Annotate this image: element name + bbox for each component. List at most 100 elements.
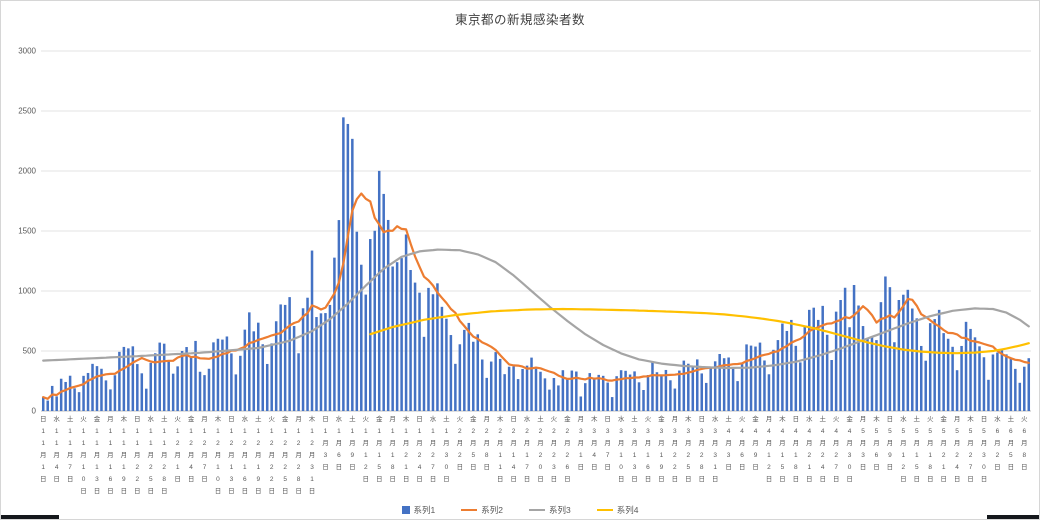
chart-title: 東京都の新規感染者数	[454, 13, 585, 27]
legend-label-series4: 系列4	[616, 505, 639, 515]
x-axis-tick-label: 木 1 2 月 1 0 日	[214, 416, 222, 495]
x-axis-tick-label: 土 1 月 9 日	[349, 416, 356, 471]
x-axis-tick-label: 土 4 月 3 日	[725, 416, 732, 471]
y-axis-tick-label: 1500	[18, 227, 36, 236]
x-axis-tick-label: 火 1 2 月 1 日	[174, 416, 181, 483]
legend-label-series3: 系列3	[549, 505, 571, 515]
bars-series1	[41, 117, 1031, 412]
x-axis-tick-label: 木 2 月 1 1 日	[496, 416, 504, 483]
series2-marker-icon	[461, 508, 478, 512]
x-axis-tick-label: 水 6 月 2 日	[994, 416, 1001, 471]
window-bottom-edge-right	[987, 515, 1039, 519]
x-axis-tick-label: 月 4 月 1 2 日	[765, 416, 773, 483]
x-axis-tick-label: 月 3 月 1 日	[577, 416, 585, 471]
x-axis-tick-label: 金 2 月 2 6 日	[564, 416, 571, 483]
x-axis-tick-label: 水 3 月 1 0 日	[617, 416, 625, 483]
x-axis-tick-label: 木 5 月 2 7 日	[967, 416, 974, 483]
x-axis-tick-label: 水 2 月 1 7 日	[523, 416, 531, 483]
y-axis-tick-label: 0	[32, 407, 37, 416]
line-series3	[42, 248, 1030, 370]
x-axis-tick-label: 水 1 2 月 1 6 日	[241, 416, 249, 495]
x-axis-tick-label: 日 3 月 2 8 日	[698, 416, 705, 483]
x-axis-labels: 日 1 1 月 1 日水 1 1 月 4 日土 1 1 月 7 日火 1 1 月…	[39, 414, 1031, 506]
x-axis-tick-label: 金 2 月 5 日	[470, 416, 477, 471]
x-axis-tick-label: 日 1 1 月 2 2 日	[134, 416, 141, 495]
x-axis-tick-label: 土 2 月 2 0 日	[537, 416, 544, 483]
x-axis-tick-label: 日 5 月 3 0 日	[980, 416, 988, 483]
x-axis-tick-label: 月 1 2 月 2 8 日	[295, 416, 302, 495]
line-series2	[42, 192, 1030, 400]
x-axis-tick-label: 火 4 月 2 7 日	[832, 416, 840, 483]
line-series4	[369, 307, 1030, 355]
x-axis-tick-label: 金 4 月 3 0 日	[846, 416, 853, 483]
x-axis-tick-label: 木 4 月 1 5 日	[779, 416, 786, 483]
y-axis-labels: 0 500 1000 1500 2000 2500 3000	[18, 47, 36, 416]
x-axis-tick-label: 金 3 月 1 9 日	[658, 416, 665, 483]
x-axis-tick-label: 金 1 2 月 2 5 日	[281, 416, 289, 495]
window-bottom-edge-left	[1, 515, 59, 519]
x-axis-tick-label: 土 5 月 1 5 日	[913, 416, 921, 483]
x-axis-tick-label: 木 1 1 月 1 9 日	[120, 416, 128, 495]
x-axis-tick-label: 火 5 月 1 8 日	[926, 416, 934, 483]
y-axis-tick-label: 3000	[18, 47, 36, 56]
legend-item-series4[interactable]: 系列4	[596, 504, 639, 516]
y-axis-tick-label: 500	[23, 347, 37, 356]
x-axis-tick-label: 月 1 1 月 1 6 日	[107, 416, 114, 495]
x-axis-tick-label: 日 1 2 月 1 3 日	[228, 416, 235, 495]
x-axis-tick-label: 金 5 月 2 1 日	[940, 416, 947, 483]
legend-label-series2: 系列2	[481, 505, 503, 515]
x-axis-tick-label: 日 1 月 3 日	[322, 416, 329, 471]
series4-marker-icon	[596, 508, 613, 512]
x-axis-tick-label: 水 1 月 2 7 日	[429, 416, 437, 483]
y-axis-tick-label: 2500	[18, 107, 36, 116]
x-axis-tick-label: 火 2 月 2 3 日	[550, 416, 558, 483]
x-axis-tick-label: 火 2 月 2 日	[456, 416, 464, 471]
x-axis-tick-label: 月 1 2 月 7 日	[201, 416, 208, 483]
y-axis-tick-label: 2000	[18, 167, 36, 176]
x-axis-tick-label: 月 2 月 8 日	[483, 416, 490, 471]
chart-legend: 系列1 系列2 系列3 系列4	[1, 504, 1039, 516]
legend-item-series3[interactable]: 系列3	[529, 504, 571, 516]
x-axis-tick-label: 火 6 月 8 日	[1021, 416, 1028, 471]
x-axis-tick-label: 日 4 月 1 8 日	[792, 416, 800, 483]
x-axis-tick-label: 土 4 月 2 4 日	[819, 416, 826, 483]
legend-label-series1: 系列1	[413, 505, 436, 515]
legend-item-series2[interactable]: 系列2	[461, 504, 503, 516]
x-axis-tick-label: 水 1 1 月 4 日	[53, 416, 60, 483]
series3-marker-icon	[529, 508, 545, 512]
x-axis-tick-label: 日 1 1 月 1 日	[39, 416, 47, 483]
x-axis-tick-label: 月 3 月 2 2 日	[671, 416, 679, 483]
x-axis-tick-label: 金 1 2 月 4 日	[187, 416, 195, 483]
x-axis-tick-label: 土 6 月 5 日	[1007, 416, 1015, 471]
x-axis-tick-label: 土 1 2 月 1 9 日	[255, 416, 262, 495]
x-axis-tick-label: 土 1 1 月 2 8 日	[160, 416, 168, 495]
x-axis-tick-label: 木 1 月 2 1 日	[402, 416, 410, 483]
x-axis-tick-label: 火 4 月 6 日	[738, 416, 746, 471]
x-axis-tick-label: 金 1 月 1 5 日	[375, 416, 383, 483]
x-axis-tick-label: 火 3 月 1 6 日	[644, 416, 652, 483]
x-axis-tick-label: 日 5 月 9 日	[886, 416, 894, 471]
x-axis-tick-label: 日 1 月 2 4 日	[416, 416, 423, 483]
x-axis-tick-label: 土 1 1 月 7 日	[66, 416, 74, 483]
x-axis-tick-label: 月 1 月 1 8 日	[389, 416, 396, 483]
x-axis-tick-label: 月 5 月 3 日	[859, 416, 867, 471]
y-axis-tick-label: 1000	[18, 287, 36, 296]
x-axis-tick-label: 火 1 月 1 2 日	[362, 416, 370, 483]
x-axis-tick-label: 火 1 2 月 2 2 日	[268, 416, 275, 495]
x-axis-tick-label: 水 3 月 3 1 日	[711, 416, 719, 483]
x-axis-tick-label: 木 3 月 4 日	[590, 416, 598, 471]
x-axis-tick-label: 木 3 月 2 5 日	[685, 416, 692, 483]
x-axis-tick-label: 日 3 月 7 日	[604, 416, 611, 471]
x-axis-tick-label: 月 5 月 2 4 日	[953, 416, 961, 483]
x-axis-tick-label: 火 1 1 月 1 0 日	[80, 416, 87, 495]
x-axis-tick-label: 金 1 1 月 1 3 日	[93, 416, 101, 495]
x-axis-tick-label: 金 4 月 9 日	[752, 416, 759, 471]
x-axis-tick-label: 土 3 月 1 3 日	[631, 416, 638, 483]
y-gridlines	[41, 50, 1031, 352]
x-axis-tick-label: 水 1 月 6 日	[335, 416, 343, 471]
series1-marker-icon	[401, 506, 410, 514]
x-axis-tick-label: 木 1 2 月 3 1 日	[308, 416, 316, 495]
legend-item-series1[interactable]: 系列1	[401, 504, 436, 516]
